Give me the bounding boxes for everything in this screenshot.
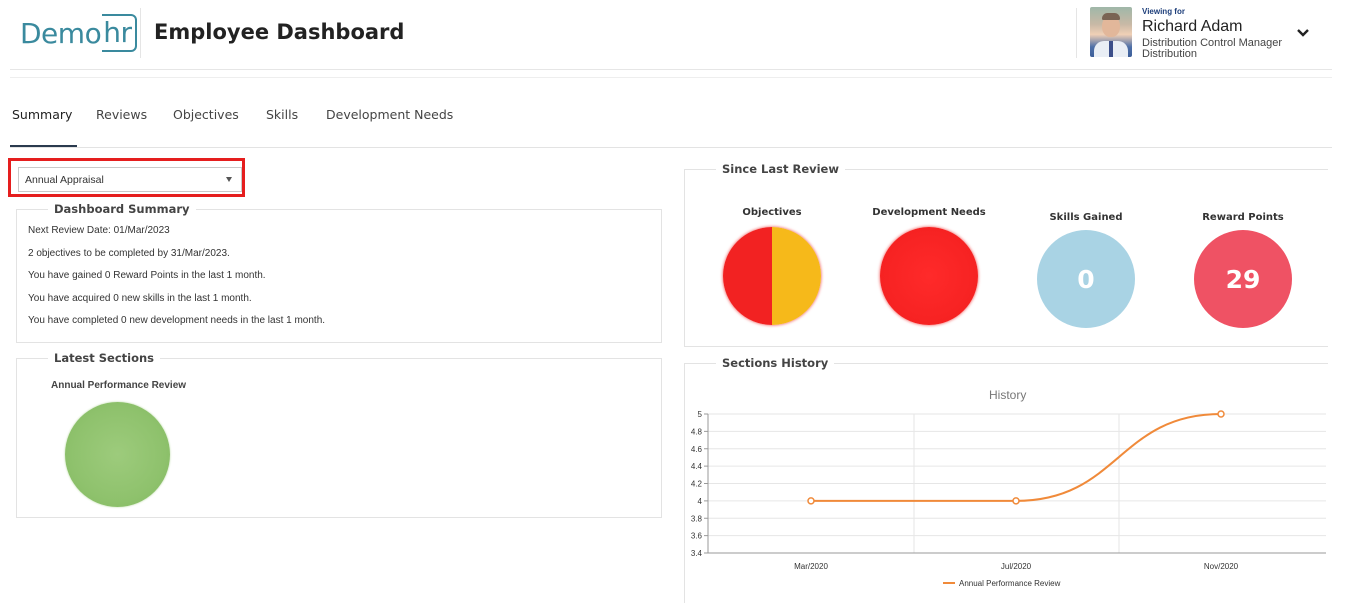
skills-gained-value: 0 xyxy=(1077,264,1095,294)
demohr-logo[interactable]: Demo hr xyxy=(20,13,138,53)
tab-objectives[interactable]: Objectives xyxy=(173,107,239,122)
user-divider xyxy=(1076,8,1077,58)
user-name: Richard Adam xyxy=(1142,18,1243,35)
dropdown-highlight-box xyxy=(8,158,245,197)
app-header: Demo hr Employee Dashboard Viewing for Ri… xyxy=(0,0,1348,70)
chart-title: History xyxy=(989,388,1027,402)
tab-skills[interactable]: Skills xyxy=(266,107,299,122)
development-needs-label: Development Needs xyxy=(872,207,986,218)
tab-summary[interactable]: Summary xyxy=(12,107,73,122)
sections-history-title: Sections History xyxy=(716,356,835,370)
reward-points-value: 29 xyxy=(1225,264,1261,294)
latest-sections-title: Latest Sections xyxy=(48,351,161,365)
since-last-review-title: Since Last Review xyxy=(716,162,845,176)
tab-development-needs[interactable]: Development Needs xyxy=(326,107,454,122)
sections-history-panel: Sections History History 5 4.8 4.6 4.4 4.2 4 3… xyxy=(684,356,1328,603)
skills-gained-label: Skills Gained xyxy=(1049,212,1123,223)
dashboard-summary-panel: Dashboard Summary Next Review Date: 01/M… xyxy=(16,202,662,343)
viewing-for-label: Viewing for xyxy=(1142,7,1185,16)
since-last-review-panel: Since Last Review Objectives Development… xyxy=(684,162,1328,347)
y-tick-label: 5 xyxy=(698,410,703,419)
logo-hr-text: hr xyxy=(102,14,138,52)
x-tick-label: Mar/2020 xyxy=(794,562,828,571)
active-tab-indicator xyxy=(10,145,77,147)
reward-points-summary: You have gained 0 Reward Points in the l… xyxy=(28,270,266,281)
avatar[interactable] xyxy=(1090,7,1132,57)
y-tick-label: 4.4 xyxy=(691,462,703,471)
tab-reviews[interactable]: Reviews xyxy=(96,107,148,122)
header-separator-secondary xyxy=(10,77,1332,78)
objectives-circle[interactable] xyxy=(723,227,821,325)
data-point xyxy=(1217,410,1225,418)
reward-points-circle[interactable]: 29 xyxy=(1194,230,1292,328)
user-role: Distribution Control Manager xyxy=(1142,37,1283,49)
x-tick-label: Nov/2020 xyxy=(1204,562,1239,571)
objectives-label: Objectives xyxy=(742,207,802,218)
dashboard-summary-title: Dashboard Summary xyxy=(48,202,196,216)
y-tick-label: 4 xyxy=(698,497,703,506)
y-tick-label: 3.6 xyxy=(691,532,703,541)
header-divider xyxy=(140,8,141,58)
development-needs-circle[interactable] xyxy=(880,227,978,325)
reward-points-label: Reward Points xyxy=(1202,212,1284,223)
review-select[interactable]: Annual Appraisal xyxy=(18,167,242,192)
series-line xyxy=(810,413,1222,502)
tab-bar: Summary Reviews Objectives Skills Develo… xyxy=(10,80,1332,148)
next-review-date: Next Review Date: 01/Mar/2023 xyxy=(28,225,170,236)
page-title: Employee Dashboard xyxy=(154,20,405,44)
y-tick-label: 3.4 xyxy=(691,549,703,558)
y-tick-label: 3.8 xyxy=(691,514,703,523)
chevron-down-icon[interactable] xyxy=(1296,26,1310,40)
y-tick-label: 4.8 xyxy=(691,427,703,436)
skills-gained-circle[interactable]: 0 xyxy=(1037,230,1135,328)
data-point xyxy=(1012,497,1020,505)
caret-down-icon xyxy=(226,177,232,182)
header-separator xyxy=(10,69,1332,70)
section-status-circle[interactable] xyxy=(65,402,170,507)
data-point xyxy=(807,497,815,505)
history-line-chart: 5 4.8 4.6 4.4 4.2 4 3.8 3.6 3.4 Mar/2020 Jul/2020 N… xyxy=(691,410,1326,588)
section-name: Annual Performance Review xyxy=(51,380,187,391)
objectives-summary: 2 objectives to be completed by 31/Mar/2… xyxy=(28,248,230,259)
development-needs-summary: You have completed 0 new development nee… xyxy=(28,315,326,326)
review-select-value: Annual Appraisal xyxy=(25,174,104,186)
x-tick-label: Jul/2020 xyxy=(1001,562,1032,571)
skills-summary: You have acquired 0 new skills in the la… xyxy=(28,293,252,304)
logo-demo-text: Demo xyxy=(20,16,102,50)
latest-sections-panel: Latest Sections Annual Performance Revie… xyxy=(16,351,662,518)
y-tick-label: 4.2 xyxy=(691,480,703,489)
user-department: Distribution xyxy=(1142,48,1198,60)
y-tick-label: 4.6 xyxy=(691,445,703,454)
legend-label: Annual Performance Review xyxy=(959,579,1061,588)
